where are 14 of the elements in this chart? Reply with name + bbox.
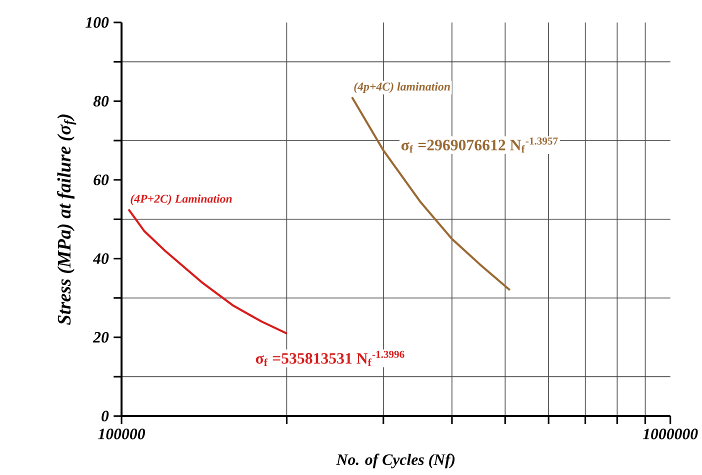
- x-tick-label: 100000: [98, 428, 146, 440]
- y-tick-label: 0: [102, 410, 109, 422]
- y-tick-label: 80: [93, 96, 109, 106]
- y-axis-title: Stress (MPa) at failure (σ$_{f}$): [57, 114, 76, 325]
- y-tick-label: 100: [86, 16, 109, 28]
- x-axis-title: No. of Cycles (Nf): [336, 453, 455, 468]
- series-label: (4p+4C) lamination: [354, 82, 450, 93]
- y-tick-label: 20: [92, 332, 109, 342]
- annotation: σ$_{f}$ =535813531 N$_{f}$-1.3996: [256, 350, 404, 366]
- x-tick-label: 1000000: [642, 428, 698, 440]
- annotation: σ$_{f}$ =2969076612 N$_{f}$-1.3957: [401, 137, 558, 152]
- series-label: (4P+2C) Lamination: [130, 194, 232, 205]
- y-tick-label: 40: [92, 253, 109, 264]
- y-tick-label: 60: [94, 174, 109, 185]
